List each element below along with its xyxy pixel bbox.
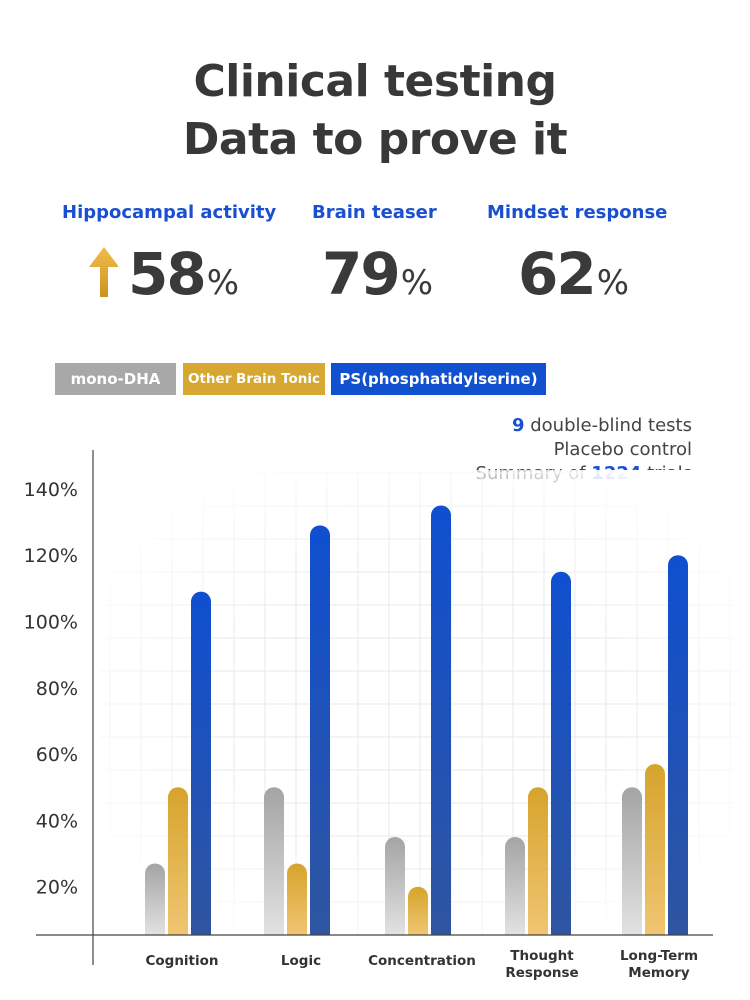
- stat-value-hippocampal: 58%: [128, 240, 240, 308]
- stat-value-brain-teaser: 79%: [322, 240, 434, 308]
- x-tick-label: Cognition: [145, 953, 218, 969]
- y-tick-label: 60%: [36, 744, 78, 766]
- bar-ps-phosphatidylserine--1: [310, 525, 330, 935]
- up-arrow-icon: [89, 247, 118, 297]
- y-tick-label: 100%: [24, 612, 78, 634]
- bar-other-brain-tonic-4: [645, 764, 665, 935]
- y-tick-label: 80%: [36, 678, 78, 700]
- x-tick-label: Concentration: [368, 953, 476, 969]
- bar-other-brain-tonic-1: [287, 863, 307, 935]
- y-tick-label: 140%: [24, 479, 78, 501]
- bar-ps-phosphatidylserine--4: [668, 555, 688, 935]
- bar-mono-dha-1: [264, 787, 284, 935]
- stat-label-brain-teaser: Brain teaser: [312, 202, 437, 223]
- bar-mono-dha-4: [622, 787, 642, 935]
- bar-ps-phosphatidylserine--0: [191, 591, 211, 935]
- stat-label-hippocampal: Hippocampal activity: [62, 202, 277, 223]
- x-tick-label: Long-Term Memory: [620, 948, 698, 981]
- title-line-1: Clinical testing: [193, 56, 557, 107]
- x-tick-label: Logic: [281, 953, 321, 969]
- y-tick-label: 20%: [36, 877, 78, 899]
- bar-other-brain-tonic-3: [528, 787, 548, 935]
- stat-label-mindset: Mindset response: [487, 202, 668, 223]
- x-tick-label: Thought Response: [505, 948, 578, 981]
- bar-mono-dha-2: [385, 836, 405, 935]
- bar-mono-dha-0: [145, 863, 165, 935]
- y-tick-label: 120%: [24, 545, 78, 567]
- y-tick-label: 40%: [36, 810, 78, 832]
- legend-ps: PS(phosphatidylserine): [331, 363, 546, 395]
- bar-other-brain-tonic-0: [168, 787, 188, 935]
- legend-mono-dha: mono-DHA: [55, 363, 176, 395]
- note-tests: 9 double-blind tests: [511, 415, 692, 436]
- bar-mono-dha-3: [505, 836, 525, 935]
- legend-other-brain-tonic: Other Brain Tonic: [183, 363, 325, 395]
- bar-other-brain-tonic-2: [408, 886, 428, 935]
- title-line-2: Data to prove it: [182, 114, 568, 165]
- stat-value-mindset: 62%: [518, 240, 630, 308]
- bar-ps-phosphatidylserine--3: [551, 571, 571, 935]
- note-placebo: Placebo control: [553, 439, 692, 460]
- bar-ps-phosphatidylserine--2: [431, 505, 451, 935]
